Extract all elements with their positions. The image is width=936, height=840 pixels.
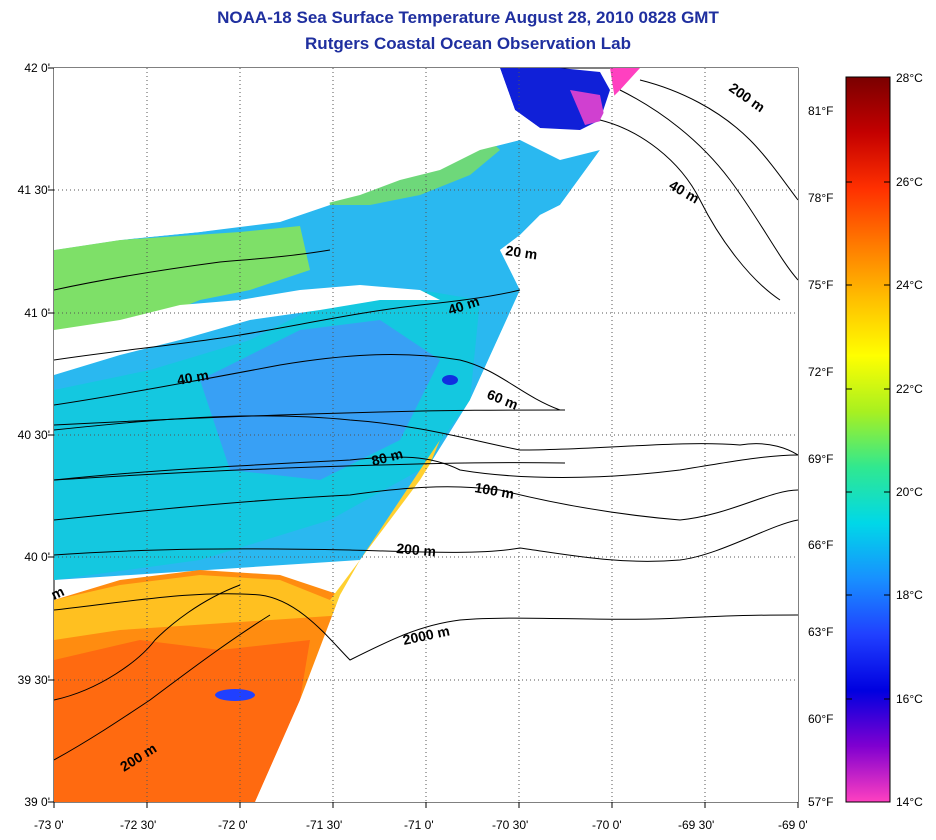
lat-label: 39 0' — [24, 795, 50, 809]
lon-label: -70 0' — [592, 818, 622, 832]
lat-label: 39 30' — [17, 673, 50, 687]
lat-label: 41 0' — [24, 306, 50, 320]
fahrenheit-label: 69°F — [808, 452, 834, 466]
colorbar-label: 20°C — [896, 485, 923, 499]
land-new-england — [54, 68, 560, 250]
graticule — [54, 68, 798, 802]
lon-label: -73 0' — [34, 818, 64, 832]
fahrenheit-label: 81°F — [808, 104, 834, 118]
lon-label: -71 30' — [306, 818, 343, 832]
lon-label: -69 30' — [678, 818, 715, 832]
contour-label: 80 m — [370, 445, 405, 469]
colorbar-label: 26°C — [896, 175, 923, 189]
contour-label: 20 m — [505, 242, 539, 262]
colorbar-label: 18°C — [896, 588, 923, 602]
contour-label: 100 m — [473, 479, 515, 502]
contour-label: 40 m — [176, 367, 210, 388]
map-title: NOAA-18 Sea Surface Temperature August 2… — [217, 8, 719, 27]
lon-label: -71 0' — [404, 818, 434, 832]
fahrenheit-label: 66°F — [808, 538, 834, 552]
sst-swath-blue-center — [200, 320, 440, 480]
fahrenheit-label: 72°F — [808, 365, 834, 379]
colorbar-label: 16°C — [896, 692, 923, 706]
fahrenheit-label: 63°F — [808, 625, 834, 639]
lat-label: 40 0' — [24, 550, 50, 564]
map-subtitle: Rutgers Coastal Ocean Observation Lab — [305, 34, 631, 53]
colorbar-ticks — [846, 181, 890, 700]
lon-label: -72 0' — [218, 818, 248, 832]
lon-label: -69 0' — [778, 818, 808, 832]
colorbar-label: 14°C — [896, 795, 923, 809]
contour-label: 200 m — [396, 540, 437, 559]
colorbar-label: 22°C — [896, 382, 923, 396]
sst-swath-yellow — [54, 575, 345, 640]
sst-cold-spot-2 — [442, 375, 458, 385]
lat-label: 40 30' — [17, 428, 50, 442]
bathymetry-contours — [54, 79, 798, 761]
lat-label: 42 0' — [24, 61, 50, 75]
fahrenheit-label: 57°F — [808, 795, 834, 809]
fahrenheit-label: 75°F — [808, 278, 834, 292]
contour-label: m — [49, 583, 67, 603]
fahrenheit-label: 78°F — [808, 191, 834, 205]
colorbar — [845, 76, 891, 803]
lon-label: -70 30' — [492, 818, 529, 832]
land-long-island — [54, 285, 440, 375]
colorbar-label: 28°C — [896, 71, 923, 85]
sst-capecod-pink2 — [570, 90, 605, 125]
sst-cold-spot — [215, 689, 255, 701]
lon-label: -72 30' — [120, 818, 157, 832]
lat-label: 41 30' — [17, 183, 50, 197]
axis-ticks — [48, 67, 799, 808]
colorbar-label: 24°C — [896, 278, 923, 292]
fahrenheit-label: 60°F — [808, 712, 834, 726]
